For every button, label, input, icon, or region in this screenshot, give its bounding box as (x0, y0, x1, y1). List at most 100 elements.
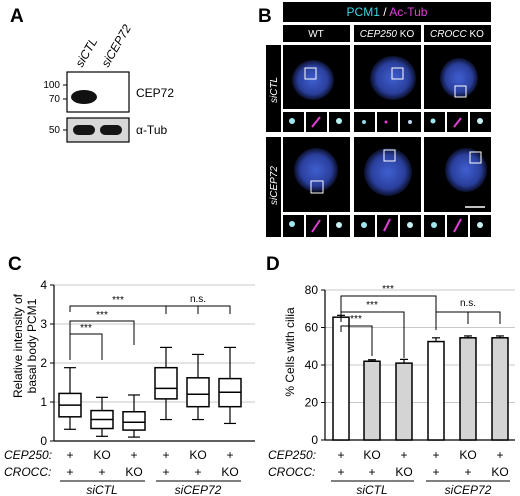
box-6 (218, 346, 242, 425)
cilium-signal (453, 218, 462, 233)
col-header-cep250 (354, 25, 421, 42)
nucleus (445, 148, 487, 192)
panel-letter-b: B (258, 6, 272, 27)
cilium-signal (311, 116, 321, 128)
row-label-sicep72: siCEP72 (269, 166, 280, 205)
y-tick-label: 0 (311, 433, 318, 447)
geno-c-r1-5: KO (189, 448, 206, 462)
group-label-sictl-c: siCTL (86, 483, 117, 496)
geno-d-r2-3: KO (395, 465, 412, 479)
merge-signal (336, 118, 342, 124)
genotype-row2-label-d: CROCC: (268, 465, 315, 479)
nucleus (364, 148, 412, 196)
marker-70: 70 (49, 94, 61, 105)
panel-c-yticks: 0 1 2 3 4 (40, 278, 54, 448)
geno-d-r2-4: + (432, 465, 439, 479)
y-tick-label: 4 (40, 278, 47, 292)
geno-c-r2-1: + (66, 465, 73, 479)
genotype-labels-c: CEP250: CROCC: + KO + + KO + + + KO + + … (4, 448, 241, 496)
panel-c-ylabel-1: Relative intensity of (11, 293, 25, 398)
genotype-row1-label-d: CEP250: (268, 448, 316, 462)
bracket-ns-c (165, 305, 231, 314)
bar-1 (332, 314, 350, 441)
panel-d-yticks: 0 20 40 60 80 (305, 283, 325, 447)
sig-label-c-ns: n.s. (190, 294, 206, 305)
bar-5 (459, 335, 477, 441)
merge-signal (477, 118, 483, 124)
panel-letter-a: A (10, 6, 24, 27)
cilium-signal (311, 219, 321, 233)
y-tick-label: 60 (305, 321, 319, 335)
merge-signal (477, 222, 483, 228)
blot-band-tub-sicep72 (100, 125, 122, 135)
sig-label-d-ns: n.s. (460, 298, 476, 309)
blot-band-tub-sictl (73, 125, 95, 135)
col-header-wt (283, 25, 350, 42)
panel-d-gridlines (325, 289, 515, 403)
geno-c-r2-4: + (162, 465, 169, 479)
pcm1-signal (362, 120, 366, 124)
panel-c-ylabel-2: basal body PCM1 (25, 298, 39, 393)
bar (491, 337, 509, 441)
box-5 (186, 353, 210, 421)
panel-c-boxes (58, 346, 242, 438)
panel-a: A siCTL siCEP72 100 70 CEP72 50 α-Tub (10, 6, 174, 143)
cilium-signal (383, 218, 391, 232)
panel-b-title: PCM1 / Ac-Tub (347, 5, 428, 19)
col-label-cep250: CEP250 KO (360, 29, 415, 40)
y-tick-label: 3 (40, 317, 47, 331)
panel-d-bars (332, 314, 509, 441)
title-actub: Ac-Tub (389, 5, 428, 19)
merge-signal (407, 222, 413, 228)
y-tick-label: 80 (305, 283, 319, 297)
pcm1-signal (289, 221, 295, 227)
genotype-row1-label-c: CEP250: (4, 448, 52, 462)
y-tick-label: 40 (305, 358, 319, 372)
title-sep: / (380, 5, 389, 19)
geno-d-r1-1: + (337, 448, 344, 462)
iqr-box (186, 377, 210, 408)
pcm1-signal (289, 118, 295, 124)
nucleus (292, 60, 334, 100)
bracket-wt-vs-crocc-d (340, 311, 405, 358)
bar (459, 337, 477, 441)
sig-label-d-3: *** (350, 314, 362, 325)
row-header-sicep72 (266, 137, 281, 237)
geno-d-r1-3: + (400, 448, 407, 462)
col-header-crocc (424, 25, 491, 42)
geno-d-r2-6: KO (491, 465, 508, 479)
genotype-row2-label-c: CROCC: (4, 465, 51, 479)
micrograph-row-sicep72 (283, 137, 491, 212)
marker-50: 50 (49, 125, 61, 136)
bracket-wt-vs-cep250-d (340, 325, 373, 356)
inset-row-sicep72 (283, 215, 491, 237)
zoom-box (469, 151, 482, 164)
sig-label-c-1: *** (112, 295, 124, 306)
box-2 (90, 396, 114, 437)
bracket-wt-vs-sicep72 (69, 305, 167, 312)
box-3 (122, 394, 146, 438)
geno-c-r1-4: + (162, 448, 169, 462)
group-label-sicep72-c: siCEP72 (175, 483, 222, 496)
cilium-signal (453, 117, 462, 128)
y-tick-label: 1 (40, 395, 47, 409)
sig-label-c-2: *** (96, 310, 108, 321)
box-4 (154, 346, 178, 421)
inset-row-sictl (283, 112, 491, 132)
panel-d: D % Cells with cilia 0 20 40 60 80 *** *** *… (266, 254, 515, 447)
marker-100: 100 (43, 80, 60, 91)
row-label-sictl: siCTL (269, 77, 280, 103)
geno-c-r2-2: + (98, 465, 105, 479)
lane-label-2: siCEP72 (98, 22, 134, 70)
zoom-box (454, 85, 467, 98)
col-label-crocc: CROCC KO (430, 29, 484, 40)
geno-d-r1-5: KO (459, 448, 476, 462)
y-tick-label: 20 (305, 396, 319, 410)
micrograph-row-sictl (283, 45, 491, 109)
iqr-box (154, 366, 178, 400)
bracket-wt-vs-cep250 (69, 333, 103, 360)
pcm1-signal (430, 118, 436, 124)
bar (427, 340, 445, 441)
geno-c-r1-3: + (130, 448, 137, 462)
